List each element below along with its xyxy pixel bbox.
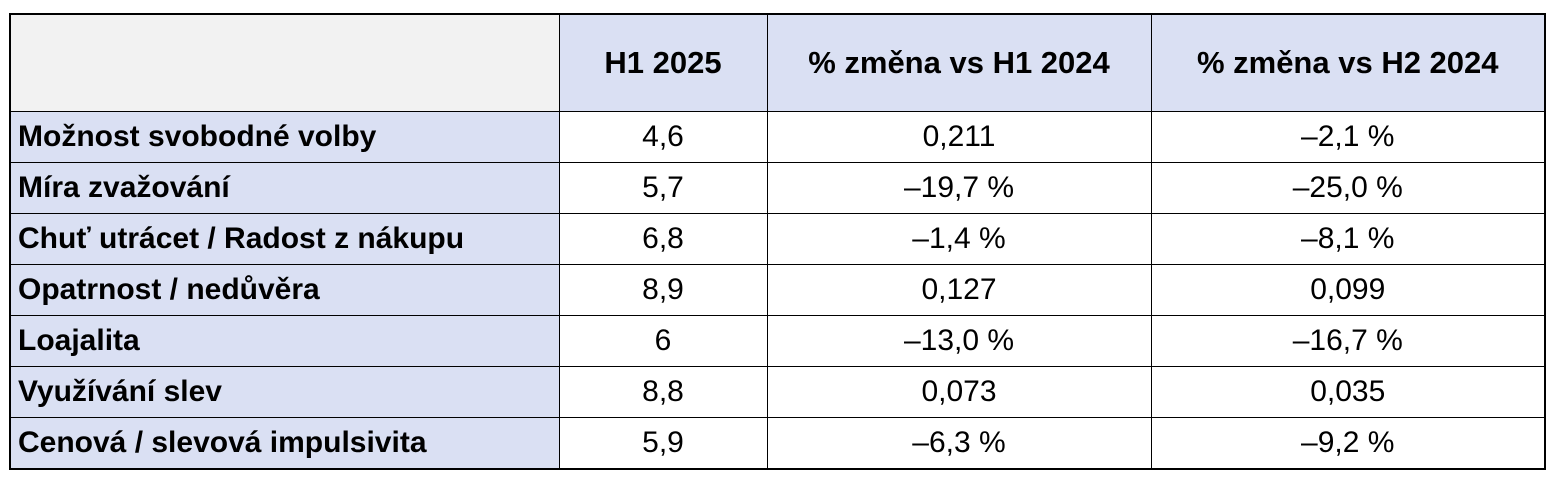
cell-change-vs-h2-2024: 0,035 [1150,366,1546,418]
row-label: Využívání slev [9,366,560,418]
cell-change-vs-h2-2024: 0,099 [1150,264,1546,316]
row-label: Opatrnost / nedůvěra [9,264,560,316]
cell-change-vs-h2-2024: –2,1 % [1150,111,1546,163]
cell-change-vs-h2-2024: –8,1 % [1150,213,1546,265]
cell-change-vs-h1-2024: 0,127 [766,264,1152,316]
cell-h1-2025: 4,6 [558,111,768,163]
row-label: Loajalita [9,315,560,367]
table-row: Využívání slev 8,8 0,073 0,035 [9,366,1546,418]
cell-change-vs-h2-2024: –25,0 % [1150,162,1546,214]
header-h1-2025: H1 2025 [558,13,768,112]
header-change-vs-h2-2024: % změna vs H2 2024 [1150,13,1546,112]
row-label: Míra zvažování [9,162,560,214]
cell-h1-2025: 5,9 [558,417,768,470]
cell-h1-2025: 8,8 [558,366,768,418]
table-row: Chuť utrácet / Radost z nákupu 6,8 –1,4 … [9,213,1546,265]
cell-change-vs-h1-2024: –6,3 % [766,417,1152,470]
header-change-vs-h1-2024: % změna vs H1 2024 [766,13,1152,112]
cell-change-vs-h1-2024: –13,0 % [766,315,1152,367]
header-row: H1 2025 % změna vs H1 2024 % změna vs H2… [9,13,1546,112]
cell-h1-2025: 8,9 [558,264,768,316]
table-row: Možnost svobodné volby 4,6 0,211 –2,1 % [9,111,1546,163]
table-row: Opatrnost / nedůvěra 8,9 0,127 0,099 [9,264,1546,316]
data-table-container: H1 2025 % změna vs H1 2024 % změna vs H2… [9,13,1546,470]
cell-change-vs-h1-2024: –19,7 % [766,162,1152,214]
cell-change-vs-h2-2024: –9,2 % [1150,417,1546,470]
row-label: Možnost svobodné volby [9,111,560,163]
table-row: Loajalita 6 –13,0 % –16,7 % [9,315,1546,367]
cell-change-vs-h1-2024: 0,211 [766,111,1152,163]
cell-h1-2025: 5,7 [558,162,768,214]
table-row: Cenová / slevová impulsivita 5,9 –6,3 % … [9,417,1546,470]
row-label: Chuť utrácet / Radost z nákupu [9,213,560,265]
cell-h1-2025: 6,8 [558,213,768,265]
row-label: Cenová / slevová impulsivita [9,417,560,470]
cell-change-vs-h1-2024: 0,073 [766,366,1152,418]
header-corner-cell [9,13,560,112]
table-row: Míra zvažování 5,7 –19,7 % –25,0 % [9,162,1546,214]
metrics-table: H1 2025 % změna vs H1 2024 % změna vs H2… [9,13,1546,470]
cell-change-vs-h1-2024: –1,4 % [766,213,1152,265]
cell-h1-2025: 6 [558,315,768,367]
cell-change-vs-h2-2024: –16,7 % [1150,315,1546,367]
